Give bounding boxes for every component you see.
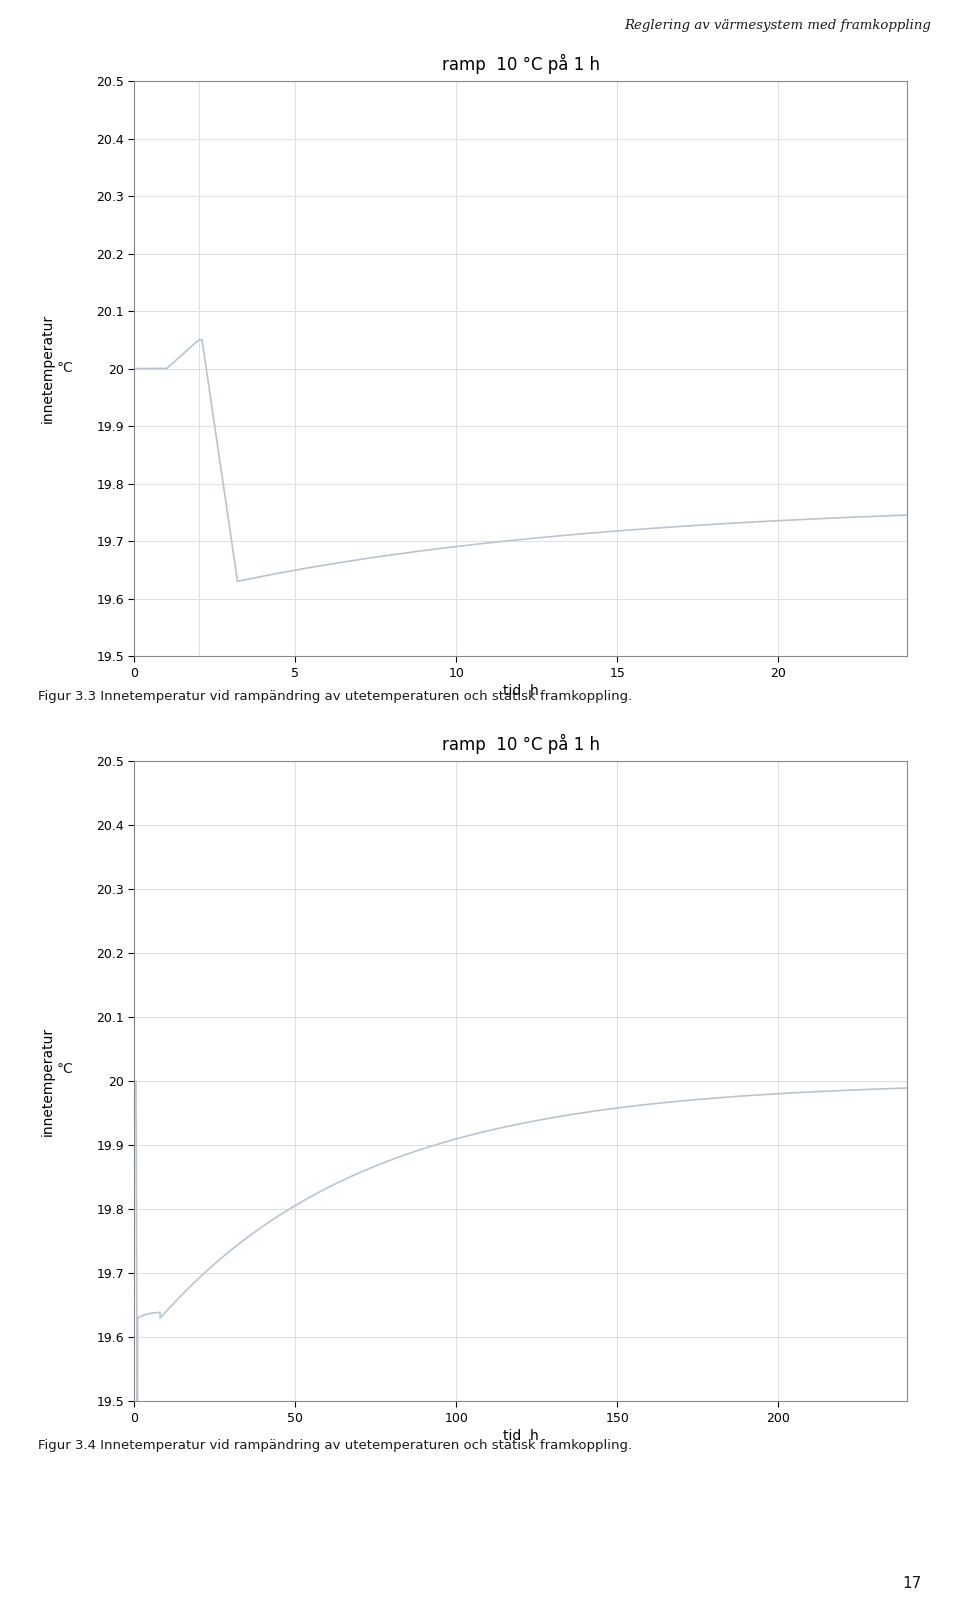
Title: ramp  10 °C på 1 h: ramp 10 °C på 1 h: [442, 734, 600, 755]
Text: °C: °C: [57, 361, 74, 374]
Text: Figur 3.4 Innetemperatur vid rampändring av utetemperaturen och statisk framkopp: Figur 3.4 Innetemperatur vid rampändring…: [38, 1439, 633, 1452]
Text: Figur 3.3 Innetemperatur vid rampändring av utetemperaturen och statisk framkopp: Figur 3.3 Innetemperatur vid rampändring…: [38, 690, 633, 703]
Y-axis label: innetemperatur: innetemperatur: [40, 314, 55, 423]
Title: ramp  10 °C på 1 h: ramp 10 °C på 1 h: [442, 53, 600, 75]
X-axis label: tid  h: tid h: [503, 1429, 539, 1443]
Text: °C: °C: [57, 1063, 74, 1076]
X-axis label: tid  h: tid h: [503, 684, 539, 698]
Y-axis label: innetemperatur: innetemperatur: [40, 1027, 55, 1136]
Text: 17: 17: [902, 1576, 922, 1591]
Text: Reglering av värmesystem med framkoppling: Reglering av värmesystem med framkopplin…: [624, 18, 931, 32]
